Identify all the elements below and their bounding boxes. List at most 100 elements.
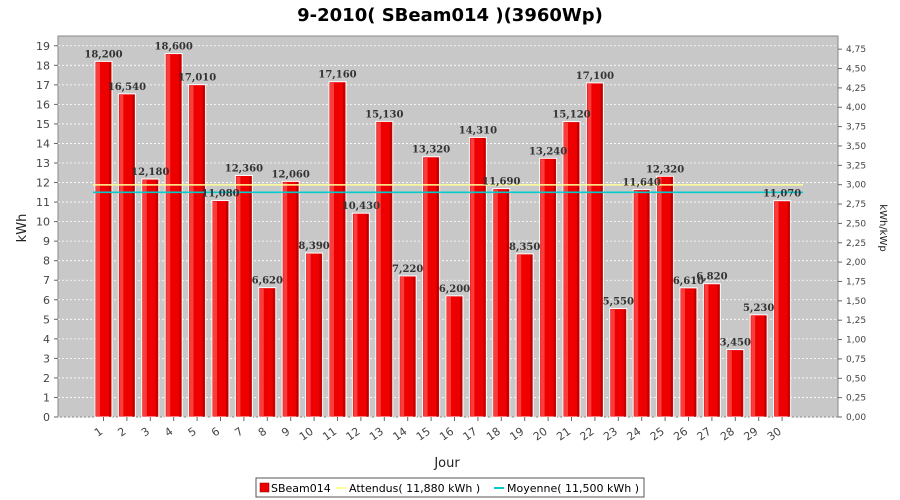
bar [164, 53, 183, 418]
x-tick-label: 17 [461, 425, 480, 444]
bar [234, 175, 253, 418]
bar-highlight [727, 350, 732, 417]
bar-shadow [343, 82, 345, 417]
data-labels: 18,200 16,540 12,180 18,600 17,010 11,080 12,3… [84, 42, 801, 349]
y2-tick-label: 4,00 [846, 103, 866, 113]
bar-highlight [751, 315, 756, 417]
legend-label-moyenne: Moyenne( 11,500 kWh ) [507, 482, 639, 495]
x-tick-label: 5 [186, 425, 199, 440]
y-tick-label: 17 [36, 79, 50, 92]
bar [609, 308, 628, 418]
bar [188, 84, 207, 418]
x-tick-label: 7 [232, 425, 245, 440]
y2-tick-label: 3,25 [846, 161, 866, 171]
bar-highlight [493, 189, 498, 417]
x-axis-label: Jour [433, 456, 460, 471]
bar [375, 120, 394, 418]
x-tick-label: 12 [344, 425, 363, 444]
data-label: 6,610 [673, 276, 704, 287]
x-tick-label: 16 [437, 425, 456, 444]
y2-tick-label: 4,50 [846, 65, 866, 75]
data-label: 18,200 [84, 49, 122, 60]
bar [141, 178, 160, 418]
legend: SBeam014 Attendus( 11,880 kWh ) Moyenne(… [255, 477, 645, 498]
bar-shadow [366, 214, 369, 417]
bar-shadow [530, 254, 533, 417]
bar-highlight [447, 296, 451, 417]
x-tick-label: 27 [695, 425, 714, 444]
data-label: 17,100 [576, 71, 614, 82]
bars [94, 53, 792, 418]
bar [445, 295, 464, 418]
x-tick-label: 28 [718, 425, 737, 444]
y-tick-label: 13 [36, 157, 50, 170]
data-label: 6,820 [696, 272, 727, 283]
bar [585, 82, 604, 418]
data-label: 12,320 [646, 164, 684, 175]
x-tick-label: 1 [92, 425, 105, 440]
bar [562, 121, 581, 418]
y2-tick-label: 4,75 [846, 45, 866, 55]
bar-highlight [681, 288, 685, 417]
bar [773, 200, 792, 418]
y-tick-label: 16 [36, 98, 50, 111]
bar-highlight [96, 62, 100, 418]
x-tick-label: 13 [367, 425, 386, 444]
data-label: 8,350 [509, 242, 540, 253]
legend-box [255, 477, 645, 498]
bar-shadow [389, 122, 392, 417]
bar-highlight [564, 122, 568, 417]
bar-highlight [330, 82, 334, 417]
bar-shadow [787, 201, 790, 417]
data-label: 14,310 [459, 125, 497, 136]
chart-title: 9-2010( SBeam014 )(3960Wp) [297, 5, 603, 26]
bar-highlight [610, 309, 615, 417]
y-tick-label: 2 [43, 372, 50, 385]
bar-shadow [506, 189, 509, 417]
x-tick-label: 30 [765, 425, 784, 444]
bar [492, 188, 511, 418]
bar-highlight [587, 83, 592, 418]
x-tick-label: 10 [297, 425, 316, 444]
bar [515, 253, 534, 418]
bar-shadow [319, 254, 322, 417]
bar-shadow [553, 159, 556, 417]
bar-highlight [283, 182, 288, 417]
data-label: 15,130 [365, 109, 403, 120]
data-label: 13,320 [412, 145, 450, 156]
x-axis: 1 2 3 4 5 6 7 8 9 10 11 12 13 14 15 16 17 18 19 20 21 22 23 24 2… [92, 417, 784, 443]
bar [398, 275, 417, 418]
y2-tick-label: 1,75 [846, 277, 866, 287]
bar [679, 287, 698, 418]
data-label: 7,220 [392, 264, 423, 275]
y2-tick-label: 0,50 [846, 374, 866, 384]
y2-tick-label: 1,50 [846, 297, 866, 307]
y-tick-label: 0 [43, 411, 50, 424]
y2-tick-label: 1,00 [846, 336, 866, 346]
data-label: 6,200 [439, 284, 470, 295]
x-tick-label: 14 [390, 425, 409, 444]
x-tick-label: 19 [507, 425, 526, 444]
bar [258, 287, 277, 418]
bar-highlight [236, 176, 241, 417]
bar-highlight [189, 85, 194, 418]
data-label: 10,430 [342, 201, 380, 212]
bar [117, 93, 136, 418]
y2-tick-label: 0,00 [846, 413, 866, 423]
bar-highlight [306, 254, 311, 417]
y2-tick-label: 4,25 [846, 84, 866, 94]
bar-highlight [166, 54, 171, 417]
legend-label-attendus: Attendus( 11,880 kWh ) [349, 482, 480, 495]
x-tick-label: 9 [279, 425, 292, 440]
bar-highlight [540, 159, 545, 417]
x-tick-label: 6 [209, 425, 222, 440]
reference-lines [93, 184, 803, 194]
bar-shadow [109, 62, 111, 418]
data-label: 11,080 [201, 189, 239, 200]
bar [539, 157, 558, 418]
bar-highlight [517, 254, 522, 417]
bar-shadow [717, 284, 720, 417]
bar-highlight [119, 94, 124, 417]
